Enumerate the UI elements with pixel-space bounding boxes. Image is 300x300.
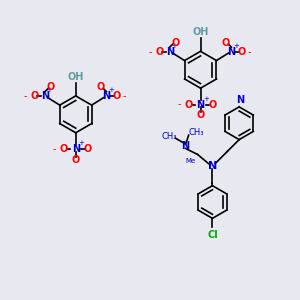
Text: O: O bbox=[96, 82, 105, 92]
Text: O: O bbox=[172, 38, 180, 48]
Text: O: O bbox=[72, 154, 80, 164]
Text: -: - bbox=[148, 46, 152, 57]
Text: O: O bbox=[155, 46, 164, 57]
Text: N: N bbox=[236, 95, 244, 105]
Text: O: O bbox=[113, 91, 121, 101]
Text: N: N bbox=[227, 46, 236, 57]
Text: O: O bbox=[83, 144, 92, 154]
Text: N: N bbox=[72, 144, 80, 154]
Text: O: O bbox=[208, 100, 217, 110]
Text: O: O bbox=[30, 91, 39, 101]
Text: +: + bbox=[108, 87, 114, 93]
Text: -: - bbox=[248, 46, 251, 57]
Text: O: O bbox=[196, 110, 205, 120]
Text: OH: OH bbox=[68, 72, 84, 82]
Text: O: O bbox=[47, 82, 55, 92]
Text: CH₃: CH₃ bbox=[189, 128, 204, 137]
Text: O: O bbox=[221, 38, 230, 48]
Text: O: O bbox=[184, 100, 193, 110]
Text: +: + bbox=[78, 140, 84, 146]
Text: +: + bbox=[233, 43, 239, 49]
Text: N: N bbox=[182, 140, 190, 151]
Text: Cl: Cl bbox=[207, 230, 218, 240]
Text: N: N bbox=[208, 161, 217, 171]
Text: N: N bbox=[196, 100, 205, 110]
Text: -: - bbox=[53, 144, 56, 154]
Text: N: N bbox=[103, 91, 111, 101]
Text: O: O bbox=[60, 144, 68, 154]
Text: N: N bbox=[41, 91, 49, 101]
Text: -: - bbox=[23, 91, 27, 101]
Text: -: - bbox=[123, 91, 126, 101]
Text: O: O bbox=[238, 46, 246, 57]
Text: OH: OH bbox=[192, 27, 209, 37]
Text: +: + bbox=[46, 87, 52, 93]
Text: Me: Me bbox=[186, 158, 196, 164]
Text: +: + bbox=[203, 96, 209, 102]
Text: N: N bbox=[166, 46, 174, 57]
Text: -: - bbox=[178, 100, 181, 110]
Text: CH₃: CH₃ bbox=[161, 132, 177, 141]
Text: +: + bbox=[171, 43, 177, 49]
